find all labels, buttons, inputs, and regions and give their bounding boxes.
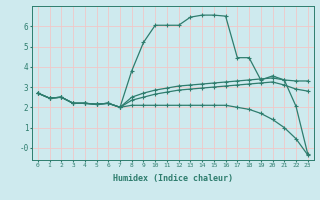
X-axis label: Humidex (Indice chaleur): Humidex (Indice chaleur)	[113, 174, 233, 183]
